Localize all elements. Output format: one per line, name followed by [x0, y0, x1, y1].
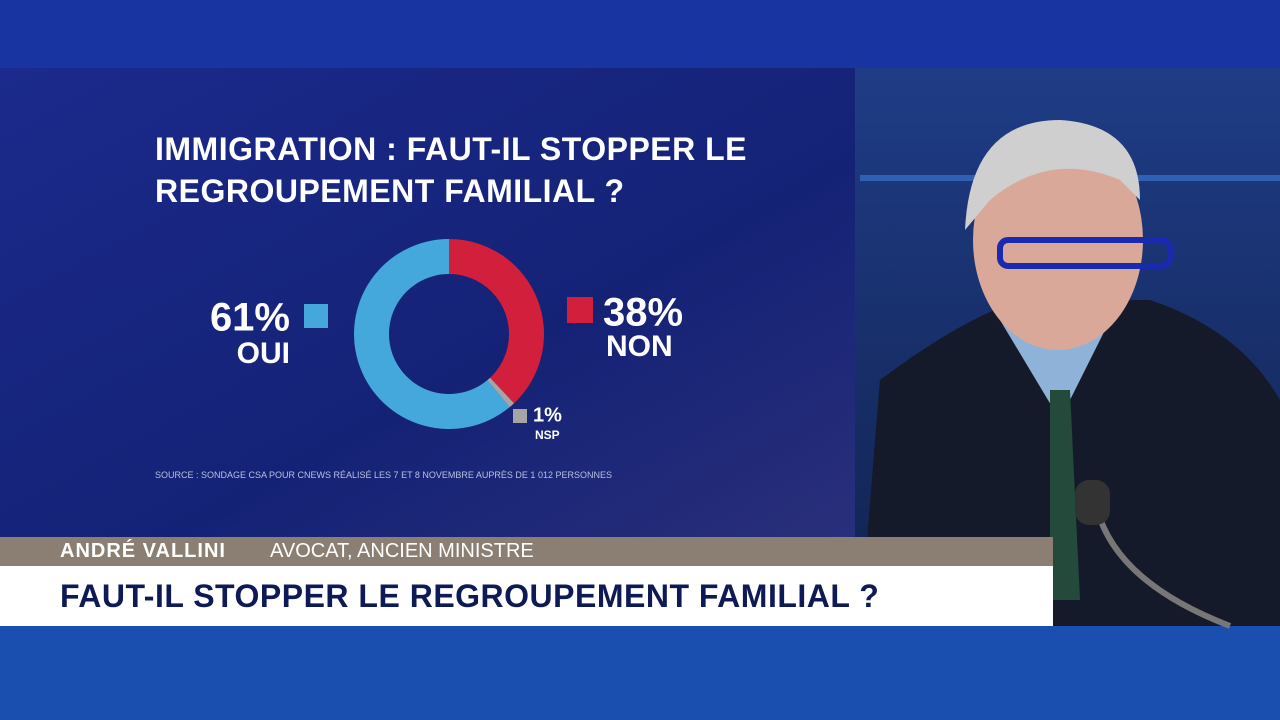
- value-label: 61%: [210, 296, 290, 340]
- speaker-name: ANDRÉ VALLINI: [60, 540, 226, 562]
- source: SOURCE : SONDAGE CSA POUR CNEWS RÉALISÉ …: [155, 470, 612, 480]
- category-label: OUI: [237, 337, 290, 370]
- donut-slice: [487, 377, 515, 408]
- headline: FAUT-IL STOPPER LE REGROUPEMENT FAMILIAL…: [60, 578, 880, 614]
- legend-swatch: [567, 297, 593, 323]
- legend-swatch: [304, 304, 328, 328]
- donut-slice: [354, 239, 510, 429]
- value-label: 38%: [603, 291, 683, 335]
- chart-panel: [0, 68, 855, 537]
- value-label: 1%: [533, 404, 562, 426]
- chart-title: IMMIGRATION : FAUT-IL STOPPER LE REGROUP…: [155, 131, 748, 209]
- legend-swatch: [513, 409, 527, 423]
- bottom-band: [0, 626, 1280, 720]
- speaker-role: AVOCAT, ANCIEN MINISTRE: [270, 540, 534, 562]
- category-label: NSP: [535, 428, 560, 442]
- top-band: [0, 0, 1280, 68]
- donut-slice: [449, 239, 544, 404]
- name-band: ANDRÉ VALLINI AVOCAT, ANCIEN MINISTRE: [0, 537, 1053, 566]
- person-tie: [1050, 390, 1080, 600]
- microphone-head: [1075, 480, 1110, 525]
- person-hair: [965, 120, 1140, 230]
- headline-band: FAUT-IL STOPPER LE REGROUPEMENT FAMILIAL…: [0, 566, 1053, 626]
- person-glasses: [997, 237, 1173, 269]
- category-label: NON: [606, 330, 673, 363]
